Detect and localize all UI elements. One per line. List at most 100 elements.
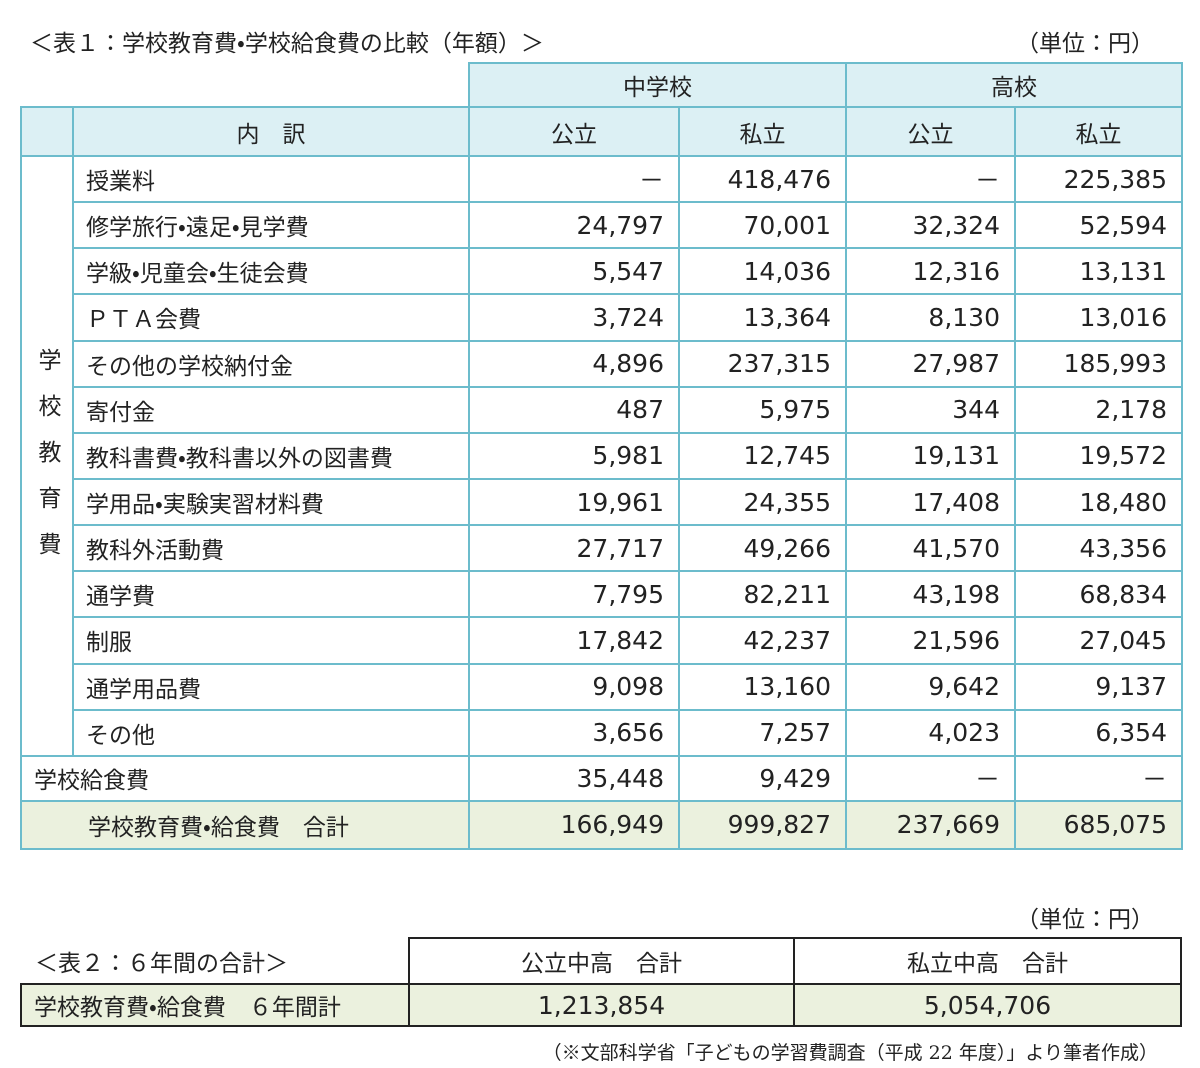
value-cell: 9,642 [845,662,1016,711]
item-label: 学用品・実験実習材料費 [72,477,470,527]
data-row: その他 3,656 7,257 4,023 6,354 [21,708,1183,757]
value-cell: 4,896 [468,339,680,388]
sub-header: 私立 [1014,106,1183,157]
header-row: ＜表２：６年間の合計＞ 公立中高 合計 私立中高 合計 [21,937,1182,985]
value-cell: 14,036 [678,247,847,296]
item-label: 教科外活動費 [72,524,470,573]
data-row: 教科外活動費 27,717 49,266 41,570 43,356 [21,524,1183,573]
data-row: 修学旅行・遠足・見学費 24,797 70,001 32,324 52,594 [21,201,1183,250]
value-cell: 999,827 [678,799,847,850]
value-cell: 9,429 [678,754,847,802]
value-cell: 5,975 [678,385,847,434]
side-label-cell: 学校教育費 [20,155,74,757]
data-row: 通学用品費 9,098 13,160 9,642 9,137 [21,662,1183,711]
data-row: 寄付金 487 5,975 344 2,178 [21,385,1183,434]
value-cell: 13,364 [678,293,847,342]
item-label: 学級・児童会・生徒会費 [72,247,470,296]
item-label: その他の学校納付金 [72,339,470,388]
row-label: 学校教育費・給食費 合計 [20,799,470,850]
value-cell: 13,016 [1014,293,1183,342]
sub-header: 公立 [468,106,680,157]
value-cell: 19,131 [845,431,1016,480]
value-cell: 13,160 [678,662,847,711]
value-cell: 13,131 [1014,247,1183,296]
value-cell: 17,408 [845,477,1016,527]
value-cell: 68,834 [1014,570,1183,619]
value-cell: 27,045 [1014,616,1183,665]
value-cell: 42,237 [678,616,847,665]
value-cell: 1,213,854 [408,983,795,1027]
table1-title: ＜表１：学校教育費・学校給食費の比較（年額）＞ [30,31,544,57]
data-row: 通学費 7,795 82,211 43,198 68,834 [21,570,1183,619]
value-cell: 6,354 [1014,708,1183,757]
table2-unit: （単位：円） [1016,907,1154,933]
side-label: 学校教育費 [34,347,60,578]
table2-title: ＜表２：６年間の合計＞ [21,938,410,985]
value-cell: 5,547 [468,247,680,296]
value-cell: 17,842 [468,616,680,665]
corner-cell [20,106,74,157]
value-cell: 5,054,706 [793,983,1182,1027]
data-row: 教科書費・教科書以外の図書費 5,981 12,745 19,131 19,572 [21,431,1183,480]
item-label: 制服 [72,616,470,665]
value-cell: 24,355 [678,477,847,527]
group-header: 高校 [845,62,1183,108]
value-cell: 41,570 [845,524,1016,573]
value-cell: 5,981 [468,431,680,480]
sub-header: 私立 [678,106,847,157]
item-label: 教科書費・教科書以外の図書費 [72,431,470,480]
total-row: 学校教育費・給食費 合計 166,949 999,827 237,669 685,075 [20,799,1183,850]
value-cell: 237,669 [845,799,1016,850]
table1-unit: （単位：円） [1016,31,1154,57]
value-cell: 19,572 [1014,431,1183,480]
value-cell: 27,717 [468,524,680,573]
lunch-row: 学校給食費 35,448 9,429 －－ [20,754,1183,802]
data-row: 学校教育費 授業料－ 418,476 － 225,385 [20,154,1183,757]
value-cell: 32,324 [845,201,1016,250]
value-cell: 70,001 [678,201,847,250]
value-cell: 7,257 [678,708,847,757]
data-row: 学用品・実験実習材料費 19,961 24,355 17,408 18,480 [21,477,1183,527]
value-cell: 3,724 [468,293,680,342]
table2: ＜表２：６年間の合計＞ 公立中高 合計 私立中高 合計 学校教育費・給食費 ６年間計 1… [20,937,1182,1027]
value-cell: 24,797 [468,201,680,250]
value-cell: 166,949 [468,799,680,850]
group-header: 中学校 [468,62,847,108]
value-cell: 344 [845,385,1016,434]
data-row: ＰＴＡ会費 3,724 13,364 8,130 13,016 [21,293,1183,342]
value-cell: 12,316 [845,247,1016,296]
value-cell: 237,315 [678,339,847,388]
value-cell: 12,745 [678,431,847,480]
value-cell: 43,198 [845,570,1016,619]
item-label: 通学用品費 [72,662,470,711]
value-cell: 225,385 [1014,154,1183,204]
column-header: 公立中高 合計 [408,937,795,985]
value-cell: 418,476 [678,154,847,204]
data-row: 学級・児童会・生徒会費 5,547 14,036 12,316 13,131 [21,247,1183,296]
item-label: 寄付金 [72,385,470,434]
item-label: ＰＴＡ会費 [72,293,470,342]
data-row: 制服 17,842 42,237 21,596 27,045 [21,616,1183,665]
value-cell: 2,178 [1014,385,1183,434]
value-cell: 8,130 [845,293,1016,342]
item-label: 修学旅行・遠足・見学費 [72,201,470,250]
value-cell: 685,075 [1014,799,1183,850]
row-label: 学校給食費 [20,754,470,802]
data-row: その他の学校納付金 4,896 237,315 27,987 185,993 [21,339,1183,388]
blank-cell [21,63,469,107]
value-cell: 52,594 [1014,201,1183,250]
value-cell: 9,137 [1014,662,1183,711]
value-cell: 19,961 [468,477,680,527]
total-row: 学校教育費・給食費 ６年間計 1,213,854 5,054,706 [20,983,1182,1027]
column-header: 私立中高 合計 [793,937,1182,985]
value-cell: 3,656 [468,708,680,757]
value-cell: 27,987 [845,339,1016,388]
value-cell: 43,356 [1014,524,1183,573]
value-cell: － [1014,754,1183,802]
sub-header: 公立 [845,106,1016,157]
item-label: 通学費 [72,570,470,619]
value-cell: 185,993 [1014,339,1183,388]
subheader-row: 内 訳公立 私立 公立 私立 [20,106,1183,157]
item-label: その他 [72,708,470,757]
